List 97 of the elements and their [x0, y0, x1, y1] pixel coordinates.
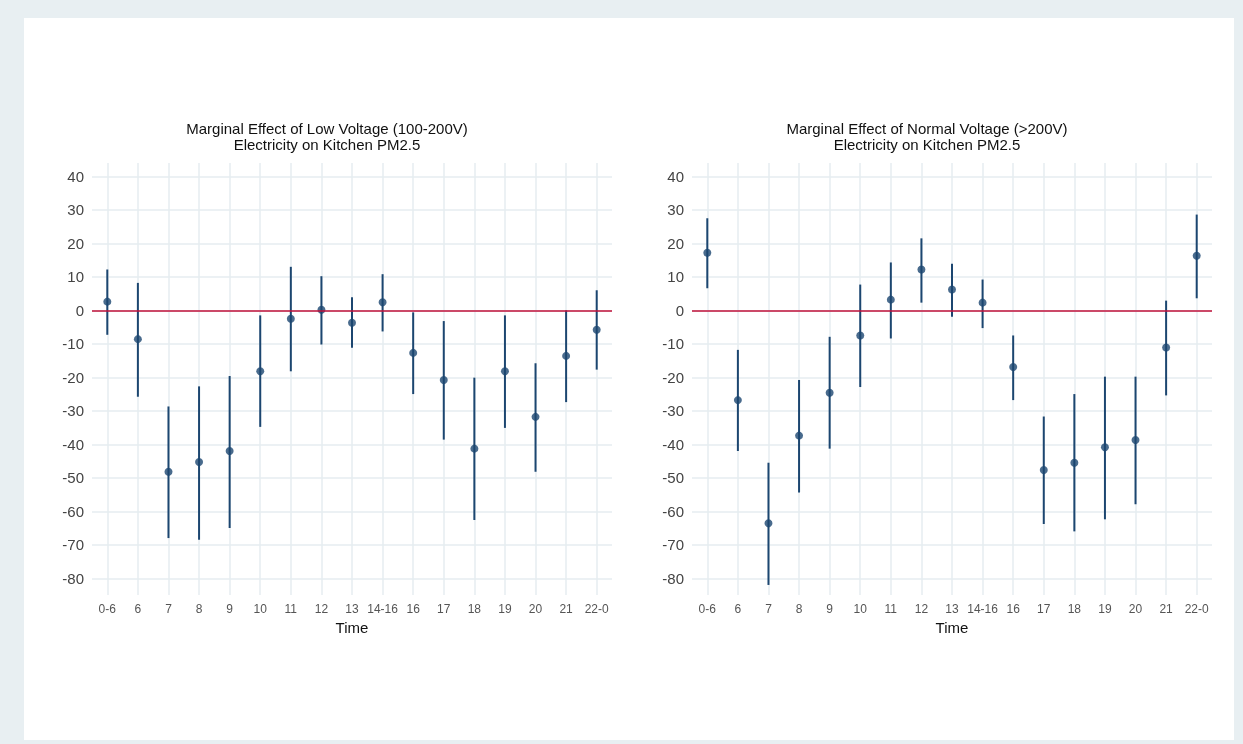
- point: [133, 335, 142, 344]
- y-tick-label: -70: [662, 536, 684, 554]
- point: [886, 295, 895, 304]
- point: [531, 412, 540, 421]
- x-tick-label: 9: [826, 602, 834, 616]
- x-axis-title: Time: [335, 618, 369, 636]
- y-tick-label: 10: [67, 268, 84, 286]
- x-tick-label: 20: [528, 602, 543, 616]
- x-tick-label: 14-16: [367, 602, 399, 616]
- x-tick-label: 18: [1067, 602, 1082, 616]
- x-tick-label: 10: [853, 602, 868, 616]
- point: [225, 447, 234, 455]
- point: [562, 351, 571, 360]
- point: [1009, 362, 1018, 371]
- x-tick-label: 12: [314, 602, 329, 616]
- y-tick-label: 0: [675, 301, 684, 319]
- x-tick-label: 8: [795, 602, 803, 616]
- y-tick-label: 20: [67, 234, 84, 252]
- x-tick-label: 11: [284, 602, 298, 616]
- x-tick-label: 16: [406, 602, 421, 616]
- y-tick-label: -80: [662, 569, 684, 587]
- x-tick-label: 19: [1098, 602, 1112, 616]
- x-tick-label: 17: [1037, 602, 1051, 616]
- x-tick-label: 21: [559, 602, 574, 616]
- x-tick-label: 19: [498, 602, 512, 616]
- point: [256, 367, 265, 376]
- point: [856, 331, 865, 340]
- y-tick-label: -40: [662, 435, 684, 453]
- point: [978, 298, 987, 307]
- y-tick-label: -50: [62, 469, 84, 487]
- y-tick-label: 40: [67, 167, 84, 185]
- x-tick-label: 13: [345, 602, 359, 616]
- point: [1192, 251, 1201, 260]
- x-tick-label: 6: [134, 602, 142, 616]
- point: [378, 298, 387, 307]
- y-tick-label: -40: [62, 435, 84, 453]
- y-tick-label: -60: [662, 502, 684, 520]
- y-tick-label: -20: [62, 368, 84, 386]
- x-tick-label: 17: [437, 602, 451, 616]
- chart-title: Marginal Effect of Low Voltage (100-200V) Electricity on Kitchen PM2.5: [186, 119, 468, 153]
- point: [470, 444, 479, 453]
- point: [1039, 466, 1048, 475]
- x-axis-title: Time: [935, 618, 969, 636]
- point: [348, 318, 356, 327]
- x-tick-label: 12: [914, 602, 929, 616]
- y-tick-label: 40: [667, 167, 684, 185]
- point: [592, 325, 601, 334]
- x-tick-label: 8: [195, 602, 203, 616]
- x-tick-label: 0-6: [698, 602, 717, 616]
- point: [825, 388, 834, 397]
- x-tick-label: 7: [765, 602, 773, 616]
- y-tick-label: -30: [62, 402, 84, 420]
- point: [103, 297, 112, 306]
- y-tick-label: -70: [62, 536, 84, 554]
- y-tick-label: -10: [662, 335, 684, 353]
- y-tick-label: 10: [667, 268, 684, 286]
- point: [795, 431, 804, 440]
- y-tick-label: -80: [62, 569, 84, 587]
- point: [439, 376, 448, 384]
- x-tick-label: 18: [467, 602, 482, 616]
- point: [500, 367, 509, 376]
- y-tick-label: 30: [67, 201, 84, 219]
- x-tick-label: 9: [226, 602, 234, 616]
- x-tick-label: 14-16: [967, 602, 999, 616]
- point: [1162, 343, 1171, 352]
- x-tick-label: 20: [1128, 602, 1143, 616]
- x-tick-label: 10: [253, 602, 268, 616]
- x-tick-label: 21: [1159, 602, 1174, 616]
- point: [764, 519, 773, 528]
- point: [917, 265, 926, 274]
- y-tick-label: -50: [662, 469, 684, 487]
- chart-title: Marginal Effect of Normal Voltage (>200V) Electricity on Kitchen PM2.5: [786, 119, 1068, 153]
- y-tick-label: 0: [75, 301, 84, 319]
- point: [1131, 435, 1140, 444]
- point: [286, 314, 295, 323]
- y-tick-label: 30: [667, 201, 684, 219]
- y-tick-label: -20: [662, 368, 684, 386]
- x-tick-label: 7: [165, 602, 173, 616]
- y-tick-label: -60: [62, 502, 84, 520]
- x-tick-label: 6: [734, 602, 742, 616]
- point: [195, 458, 204, 467]
- point: [948, 285, 956, 294]
- point: [1070, 458, 1079, 467]
- x-tick-label: 0-6: [98, 602, 117, 616]
- y-tick-label: -10: [62, 335, 84, 353]
- point: [1100, 443, 1109, 452]
- x-tick-label: 11: [884, 602, 898, 616]
- point: [409, 348, 418, 357]
- point: [703, 248, 712, 257]
- y-tick-label: 20: [667, 234, 684, 252]
- x-tick-label: 13: [945, 602, 959, 616]
- x-tick-label: 16: [1006, 602, 1021, 616]
- y-tick-label: -30: [662, 402, 684, 420]
- x-tick-label: 22-0: [1184, 602, 1210, 616]
- point: [733, 396, 742, 405]
- point: [164, 467, 173, 476]
- x-tick-label: 22-0: [584, 602, 610, 616]
